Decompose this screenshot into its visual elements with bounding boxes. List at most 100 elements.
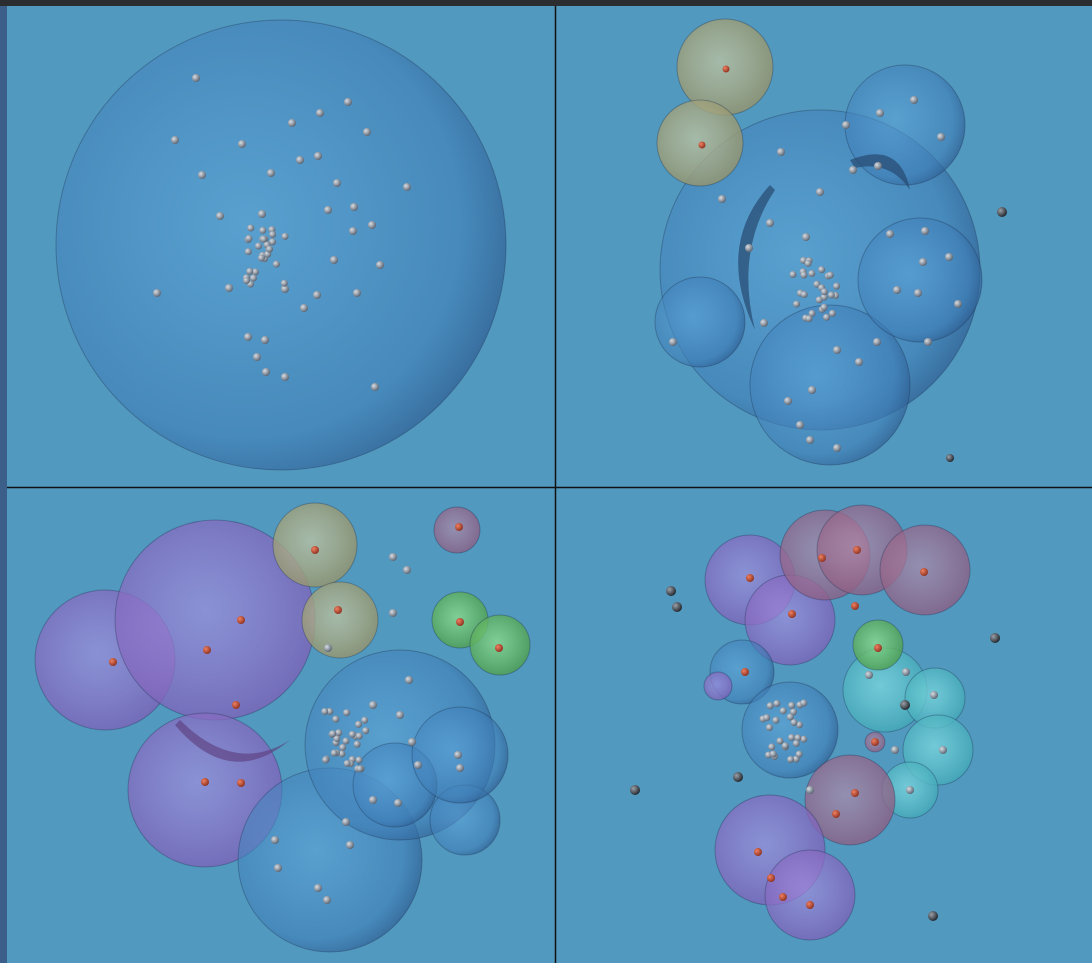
atom-bead [876, 109, 884, 117]
atom-bead [820, 288, 828, 296]
atom-bead [353, 289, 361, 297]
atom-bead [865, 671, 873, 679]
atom-bead [280, 279, 288, 287]
atom-bead [244, 248, 252, 256]
atom-bead [794, 734, 802, 742]
atom-bead [886, 230, 894, 238]
atom-bead [346, 841, 354, 849]
atom-bead [389, 609, 397, 617]
atom-bead [741, 668, 749, 676]
atom-bead [403, 566, 411, 574]
atom-bead [355, 720, 363, 728]
atom-bead [802, 233, 810, 241]
atom-bead [274, 864, 282, 872]
atom-bead [666, 586, 676, 596]
atom-bead [271, 836, 279, 844]
atom-bead [928, 911, 938, 921]
atom-bead [833, 282, 841, 290]
atom-bead [906, 786, 914, 794]
atom-bead [849, 166, 857, 174]
atom-bead [733, 772, 743, 782]
atom-bead [260, 235, 268, 243]
atom-bead [371, 383, 379, 391]
atom-bead [902, 668, 910, 676]
atom-bead [321, 707, 329, 715]
atom-bead [672, 602, 682, 612]
atom-bead [262, 368, 270, 376]
atom-bead [396, 711, 404, 719]
atom-bead [253, 353, 261, 361]
atom-bead [796, 421, 804, 429]
atom-bead [786, 713, 794, 721]
atom-bead [851, 602, 859, 610]
atom-bead [945, 253, 953, 261]
atom-bead [795, 721, 803, 729]
atom-bead [946, 454, 954, 462]
atom-bead [243, 277, 251, 285]
atom-bead [414, 761, 422, 769]
atom-bead [216, 212, 224, 220]
atom-bead [269, 238, 277, 246]
atom-bead [281, 232, 289, 240]
atom-bead [314, 152, 322, 160]
atom-bead [316, 109, 324, 117]
atom-bead [793, 300, 801, 308]
atom-bead [349, 227, 357, 235]
atom-bead [348, 730, 356, 738]
atom-bead [808, 386, 816, 394]
atom-bead [109, 658, 117, 666]
atom-bead [855, 358, 863, 366]
atom-bead [244, 333, 252, 341]
atom-bead [788, 733, 796, 741]
atom-bead [258, 210, 266, 218]
atom-bead [939, 746, 947, 754]
atom-bead [252, 268, 260, 276]
atom-bead [828, 309, 836, 317]
atom-bead [789, 270, 797, 278]
atom-bead [788, 610, 796, 618]
atom-bead [919, 258, 927, 266]
atom-bead [800, 291, 808, 299]
atom-bead [153, 289, 161, 297]
atom-bead [921, 227, 929, 235]
atom-bead [247, 224, 255, 232]
atom-bead [760, 319, 768, 327]
atom-bead [232, 701, 240, 709]
atom-bead [777, 148, 785, 156]
atom-bead [766, 219, 774, 227]
atom-bead [874, 162, 882, 170]
surface-sphere [764, 849, 856, 941]
atom-bead [363, 128, 371, 136]
atom-bead [818, 266, 826, 274]
atom-bead [997, 207, 1007, 217]
atom-bead [267, 169, 275, 177]
atom-bead [820, 303, 828, 311]
atom-bead [823, 313, 831, 321]
atom-bead [779, 707, 787, 715]
atom-bead [326, 708, 334, 716]
atom-bead [800, 699, 808, 707]
atom-bead [338, 750, 346, 758]
atom-bead [261, 336, 269, 344]
atom-bead [698, 141, 706, 149]
atom-bead [259, 226, 267, 234]
atom-bead [781, 742, 789, 750]
atom-bead [198, 171, 206, 179]
surface-crease [850, 154, 910, 190]
atom-bead [954, 300, 962, 308]
atom-bead [455, 523, 463, 531]
atom-bead [369, 701, 377, 709]
atom-bead [763, 714, 771, 722]
atom-bead [816, 188, 824, 196]
atom-bead [808, 309, 816, 317]
atom-bead [754, 848, 762, 856]
surface-sphere [272, 502, 358, 588]
atom-bead [669, 338, 677, 346]
atom-bead [403, 183, 411, 191]
atom-bead [630, 785, 640, 795]
atom-bead [324, 206, 332, 214]
atom-bead [361, 716, 369, 724]
atom-bead [718, 195, 726, 203]
atom-bead [914, 289, 922, 297]
